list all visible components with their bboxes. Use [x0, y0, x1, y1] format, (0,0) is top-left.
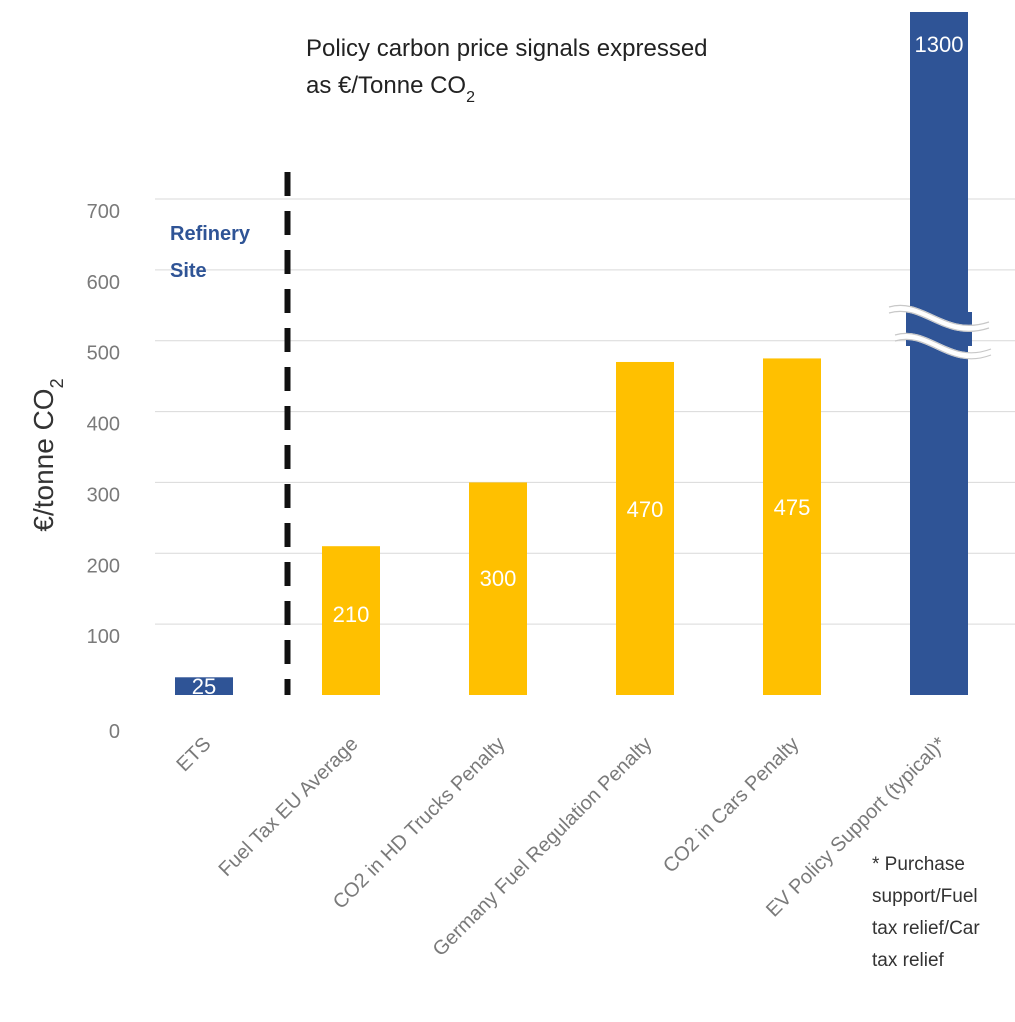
data-labels: 25 210 300 470 475 1300 — [192, 32, 964, 699]
y-tick-label-0: 0 — [109, 721, 120, 743]
y-axis-label-text: €/tonne CO — [28, 388, 59, 531]
axis-break-gap-1 — [894, 332, 993, 360]
y-tick-label-300: 300 — [87, 484, 120, 506]
footnote-line-4: tax relief — [872, 950, 945, 971]
data-label-4: 475 — [774, 495, 811, 520]
data-label-1: 210 — [333, 602, 370, 627]
x-tick-label-4: CO2 in Cars Penalty — [659, 733, 803, 877]
gridlines — [155, 198, 1015, 625]
y-tick-label-700: 700 — [87, 201, 120, 223]
axis-break-edge-b-0 — [888, 310, 990, 333]
axis-break-edge-b-1 — [894, 338, 992, 360]
chart-title-line-2: as €/Tonne CO2 — [306, 72, 475, 106]
x-tick-label-1: Fuel Tax EU Average — [215, 733, 363, 881]
data-label-0: 25 — [192, 674, 216, 699]
bar-3 — [616, 361, 674, 695]
bar-2 — [469, 482, 527, 695]
x-tick-label-2: CO2 in HD Trucks Penalty — [329, 733, 510, 914]
x-tick-label-0: ETS — [172, 733, 215, 776]
chart-title-subscript: 2 — [466, 89, 475, 106]
y-tick-label-600: 600 — [87, 272, 120, 294]
y-tick-label-500: 500 — [87, 343, 120, 365]
data-label-2: 300 — [480, 566, 517, 591]
footnote-line-1: * Purchase — [872, 854, 965, 875]
bar-4 — [763, 358, 821, 695]
y-axis-label-subscript: 2 — [47, 378, 67, 388]
bar-0 — [175, 677, 233, 695]
y-axis-ticks: 0 100 200 300 400 500 600 700 — [87, 201, 120, 743]
axis-break-edge-a-1 — [894, 332, 992, 354]
bars — [175, 12, 968, 695]
bar-1 — [322, 546, 380, 695]
y-tick-label-100: 100 — [87, 626, 120, 648]
axis-break-marks — [888, 304, 993, 360]
data-label-5: 1300 — [915, 32, 964, 57]
y-tick-label-400: 400 — [87, 414, 120, 436]
refinery-annotation-line-1: Refinery — [170, 223, 251, 245]
y-axis-label: €/tonne CO2 — [28, 378, 67, 531]
axis-break-gap-0 — [888, 304, 991, 332]
chart-title-line-2-text: as €/Tonne CO — [306, 72, 466, 99]
chart-title-line-1: Policy carbon price signals expressed — [306, 35, 708, 62]
y-tick-label-200: 200 — [87, 555, 120, 577]
footnote-line-2: support/Fuel — [872, 886, 978, 907]
refinery-annotation-line-2: Site — [170, 260, 207, 282]
data-label-3: 470 — [627, 497, 664, 522]
footnote-line-3: tax relief/Car — [872, 918, 980, 939]
axis-break-edge-a-0 — [888, 304, 990, 327]
